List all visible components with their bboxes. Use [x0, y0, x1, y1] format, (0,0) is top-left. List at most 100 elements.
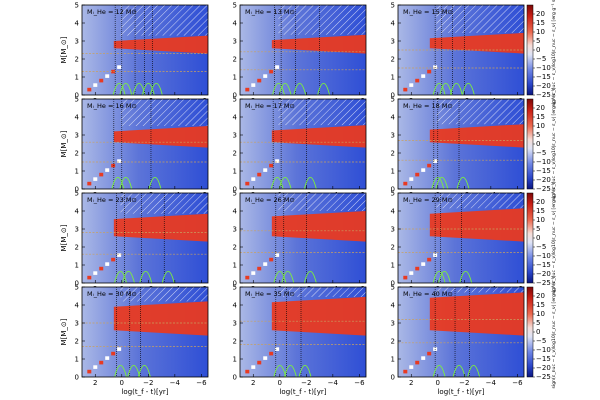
y-tick-label: 4 [233, 301, 238, 309]
mixing-contour [137, 364, 151, 377]
y-tick-label: 5 [391, 95, 395, 103]
y-tick-label: 5 [391, 283, 395, 291]
panel-mass-label: Mᵢ_He = 15 M⊙ [403, 8, 453, 16]
y-tick-label: 4 [75, 19, 80, 27]
convective-zone [278, 99, 366, 126]
core-step [427, 163, 432, 168]
core-step [403, 87, 408, 92]
colorbar-tick-label: 15 [536, 301, 545, 309]
y-tick-label: 5 [391, 189, 395, 197]
burning-region [429, 124, 524, 148]
burning-region [429, 292, 524, 336]
y-tick-label: 0 [233, 185, 237, 193]
y-tick-label: 3 [233, 37, 237, 45]
y-tick-label: 3 [233, 319, 237, 327]
axes-frame [397, 192, 525, 284]
x-tick-label: −4 [170, 379, 181, 387]
y-tick-label: 1 [233, 355, 237, 363]
core-step [427, 351, 432, 356]
burning-region [271, 34, 366, 54]
y-tick-label: 2 [233, 55, 237, 63]
panel-mass-label: Mᵢ_He = 35 M⊙ [245, 290, 295, 298]
y-tick-label: 0 [75, 185, 79, 193]
panel-mass-label: Mᵢ_He = 13 M⊙ [245, 8, 295, 16]
core-step [409, 365, 414, 369]
mixing-contour [111, 176, 125, 189]
y-tick-label: 5 [391, 1, 395, 9]
y-tick-label: 0 [75, 279, 79, 287]
mixing-contour [272, 82, 285, 95]
colorbar-tick-label: −15 [536, 355, 551, 363]
core-step [93, 271, 98, 275]
mixing-contour [149, 82, 163, 95]
convective-zone [278, 193, 366, 211]
mixing-contour [298, 364, 312, 377]
mixing-contour [161, 270, 175, 283]
y-tick-label: 2 [75, 55, 79, 63]
colorbar-label: sign(ε_nuc − ε_ν)log10|ε_nuc − ε_ν| [erg… [551, 181, 557, 294]
core-step [275, 347, 280, 351]
y-tick-label: 0 [233, 279, 237, 287]
panel: 0 1 2 3 4 5 2 0 −2 −4 −6 Mᵢ_He = 40 M⊙ log(t_f - t)[… [391, 283, 525, 396]
y-tick-label: 0 [233, 373, 237, 381]
colorbar-tick-label: 20 [536, 104, 545, 112]
mixing-contour [127, 364, 141, 377]
core-step [87, 275, 92, 280]
core-step [99, 266, 104, 271]
y-tick-label: 4 [391, 113, 396, 121]
core-step [99, 172, 104, 177]
burning-region [113, 35, 208, 54]
x-tick-label: −2 [143, 379, 153, 387]
y-tick-label: 0 [233, 91, 237, 99]
colorbar-tick-label: 5 [536, 319, 540, 327]
y-tick-label: 3 [391, 225, 395, 233]
mixing-contour [139, 270, 153, 283]
colorbar-scale [526, 4, 534, 96]
mixing-contour [432, 82, 446, 95]
mixing-contour [293, 82, 307, 95]
x-axis-label: log(t_f - t)[yr] [437, 388, 484, 396]
core-step [421, 262, 426, 266]
y-tick-label: 5 [75, 283, 79, 291]
panel-mass-label: Mᵢ_He = 29 M⊙ [403, 196, 453, 204]
y-tick-label: 3 [391, 131, 395, 139]
core-step [421, 74, 426, 78]
core-step [251, 177, 256, 181]
core-step [117, 65, 122, 69]
colorbar-tick-label: 5 [536, 131, 540, 139]
x-tick-label: −6 [512, 379, 523, 387]
x-tick-label: 2 [409, 379, 413, 387]
y-tick-label: 4 [233, 113, 238, 121]
colorbar-tick-label: 15 [536, 207, 545, 215]
colorbar-tick-label: 0 [536, 328, 540, 336]
core-step [93, 365, 98, 369]
colorbar-label: sign(ε_nuc − ε_ν)log10|ε_nuc − ε_ν| [erg… [551, 275, 557, 388]
core-step [111, 351, 116, 356]
core-step [245, 181, 250, 186]
axes-frame [239, 286, 367, 378]
colorbar-tick-label: 5 [536, 225, 540, 233]
panel-mass-label: Mᵢ_He = 16 M⊙ [87, 102, 137, 110]
core-step [269, 351, 274, 356]
core-step [245, 275, 250, 280]
y-tick-label: 2 [391, 149, 395, 157]
mixing-contour [432, 270, 446, 283]
colorbar-tick-label: −5 [536, 55, 546, 63]
y-tick-label: 0 [75, 373, 79, 381]
y-tick-label: 2 [75, 149, 79, 157]
axes-frame [397, 286, 525, 378]
colorbar-tick-label: −15 [536, 167, 551, 175]
y-tick-label: 4 [75, 113, 80, 121]
core-step [415, 172, 420, 177]
mixing-contour [281, 270, 295, 283]
mixing-contour [432, 364, 446, 377]
mixing-contour [303, 270, 317, 283]
mixing-contour [461, 82, 475, 95]
y-tick-label: 5 [75, 189, 79, 197]
core-step [257, 78, 262, 83]
core-step [117, 347, 122, 351]
